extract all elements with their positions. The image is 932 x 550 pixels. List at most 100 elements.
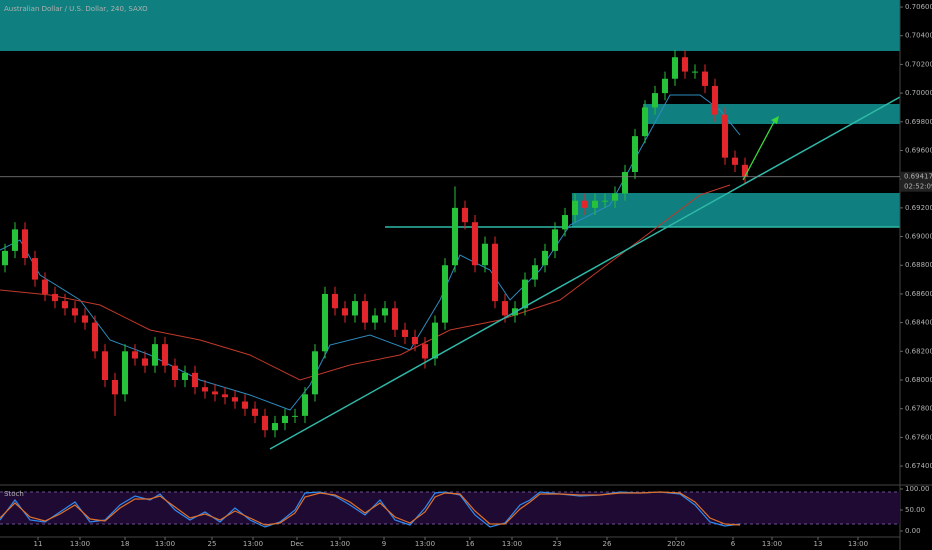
candle-body: [502, 301, 508, 316]
candle-body: [232, 397, 238, 402]
arrow-head: [771, 116, 779, 124]
candle-body: [142, 358, 148, 366]
candle-body: [622, 171, 628, 194]
x-tick-label: 18: [121, 540, 130, 548]
candle-body: [42, 279, 48, 294]
last-price-box: [901, 171, 932, 192]
stoch-title: Stoch: [4, 490, 24, 498]
x-tick-label: 6: [731, 540, 736, 548]
candle-body: [152, 344, 158, 366]
x-tick-label: 13: [814, 540, 823, 548]
candle-body: [432, 322, 438, 359]
candle-body: [312, 351, 318, 395]
candle-body: [182, 372, 188, 380]
x-tick-label: 9: [382, 540, 386, 548]
stoch-tick-label: 100.00: [905, 485, 930, 493]
candle-body: [412, 336, 418, 345]
candle-body: [492, 243, 498, 302]
candle-body: [592, 200, 598, 208]
candle-body: [112, 379, 118, 395]
x-tick-label: 13:00: [70, 540, 90, 548]
stoch-tick-label: 50.00: [905, 506, 925, 514]
candle-body: [742, 164, 748, 177]
x-tick-label: 13:00: [848, 540, 868, 548]
candle-body: [402, 329, 408, 337]
candle-body: [682, 57, 688, 72]
candle-body: [72, 308, 78, 316]
x-tick-label: 16: [466, 540, 475, 548]
x-tick-label: 13:00: [243, 540, 263, 548]
y-tick-label: 0.70400: [905, 32, 932, 40]
candle-body: [332, 293, 338, 309]
candle-body: [262, 415, 268, 431]
candle-body: [422, 344, 428, 359]
candle-body: [22, 229, 28, 259]
candle-body: [52, 293, 58, 302]
y-tick-label: 0.67600: [905, 433, 932, 441]
x-tick-label: 13:00: [155, 540, 175, 548]
y-tick-label: 0.69000: [905, 233, 932, 241]
candle-body: [382, 308, 388, 316]
candle-body: [462, 207, 468, 223]
x-tick-label: 13:00: [762, 540, 782, 548]
x-tick-label: Dec: [290, 540, 304, 548]
candle-body: [702, 71, 708, 86]
candle-body: [102, 351, 108, 380]
x-tick-label: 13:00: [502, 540, 522, 548]
candle-body: [322, 293, 328, 352]
y-tick-label: 0.68200: [905, 347, 932, 355]
last-price-label: 0.69417: [904, 173, 932, 181]
trend-line: [269, 96, 901, 450]
resistance-zone: [0, 0, 900, 51]
candle-body: [192, 372, 198, 388]
chart-title: Australian Dollar / U.S. Dollar, 240, SA…: [4, 5, 148, 13]
resistance-zone: [643, 104, 900, 124]
candle-body: [272, 423, 278, 431]
candle-body: [122, 351, 128, 395]
candle-body: [242, 401, 248, 409]
candle-body: [212, 391, 218, 395]
x-tick-label: 13:00: [330, 540, 350, 548]
candle-body: [722, 114, 728, 158]
candle-body: [292, 415, 298, 417]
candle-body: [32, 258, 38, 280]
candle-body: [602, 200, 608, 202]
arrow: [742, 119, 776, 181]
candle-body: [392, 308, 398, 330]
candle-body: [452, 207, 458, 266]
x-tick-label: 26: [603, 540, 612, 548]
x-tick-label: 23: [553, 540, 562, 548]
candle-body: [372, 315, 378, 323]
candle-body: [692, 71, 698, 73]
candle-body: [572, 200, 578, 216]
candle-body: [162, 344, 168, 366]
countdown-label: 02:52:09: [904, 183, 932, 191]
candle-body: [352, 301, 358, 316]
x-tick-label: 25: [208, 540, 217, 548]
y-tick-label: 0.69600: [905, 146, 932, 154]
y-tick-label: 0.69200: [905, 204, 932, 212]
candle-body: [552, 229, 558, 251]
candle-body: [652, 93, 658, 108]
y-tick-label: 0.70000: [905, 89, 932, 97]
x-tick-label: 11: [34, 540, 43, 548]
candle-body: [252, 408, 258, 416]
stoch-d: [0, 491, 741, 526]
x-tick-label: 2020: [667, 540, 685, 548]
candle-body: [92, 322, 98, 352]
candle-body: [362, 301, 368, 323]
candle-body: [202, 387, 208, 392]
candle-body: [672, 57, 678, 79]
candle-body: [642, 107, 648, 137]
candle-body: [542, 250, 548, 266]
slow-ma: [0, 184, 731, 381]
y-tick-label: 0.68400: [905, 319, 932, 327]
candle-body: [662, 78, 668, 94]
y-tick-label: 0.68800: [905, 261, 932, 269]
candle-body: [482, 243, 488, 266]
stoch-band: [0, 492, 900, 524]
candle-body: [612, 193, 618, 201]
candle-body: [172, 365, 178, 380]
candle-body: [522, 279, 528, 309]
